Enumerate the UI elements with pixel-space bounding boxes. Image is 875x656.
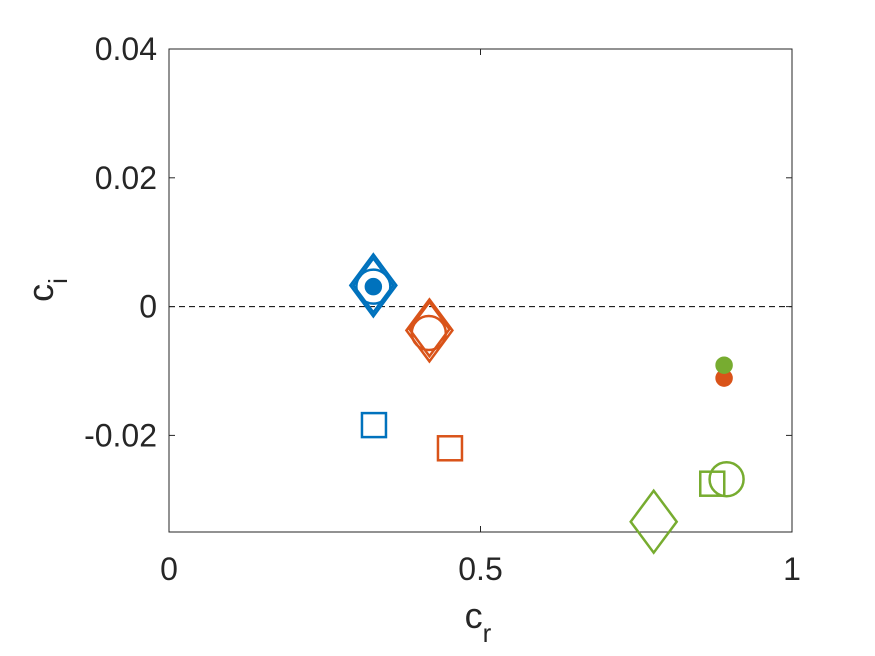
square-marker (436, 435, 464, 462)
x-axis-label: cr (465, 595, 492, 648)
y-tick-label: -0.02 (84, 417, 157, 453)
circle-marker (355, 268, 392, 305)
x-tick-label: 1 (783, 551, 801, 587)
filled-circle-marker (715, 356, 733, 374)
y-tick-label: 0 (139, 289, 157, 325)
y-tick-label: 0.04 (95, 31, 157, 67)
y-tick-label: 0.02 (95, 160, 157, 196)
y-axis-label-main: c (20, 284, 61, 302)
axis-ticks: 0 0.5 1 0.04 0.02 0 -0.02 (84, 31, 801, 587)
diamond-marker (348, 252, 398, 319)
x-axis-label-subscript: r (483, 618, 492, 648)
plot-marks (169, 252, 792, 555)
x-tick-label: 0.5 (458, 551, 502, 587)
y-axis-label-subscript: i (43, 278, 73, 284)
diamond-marker (404, 297, 454, 364)
plot-frame (168, 48, 793, 533)
circle-marker (410, 314, 448, 352)
x-tick-label: 0 (160, 551, 178, 587)
y-axis-label: ci (20, 278, 73, 302)
square-marker (360, 411, 388, 439)
square-marker (699, 470, 726, 497)
filled-circle-marker (364, 277, 383, 296)
circle-marker (708, 460, 745, 498)
diamond-marker (629, 488, 679, 555)
x-axis-label-main: c (465, 595, 483, 636)
